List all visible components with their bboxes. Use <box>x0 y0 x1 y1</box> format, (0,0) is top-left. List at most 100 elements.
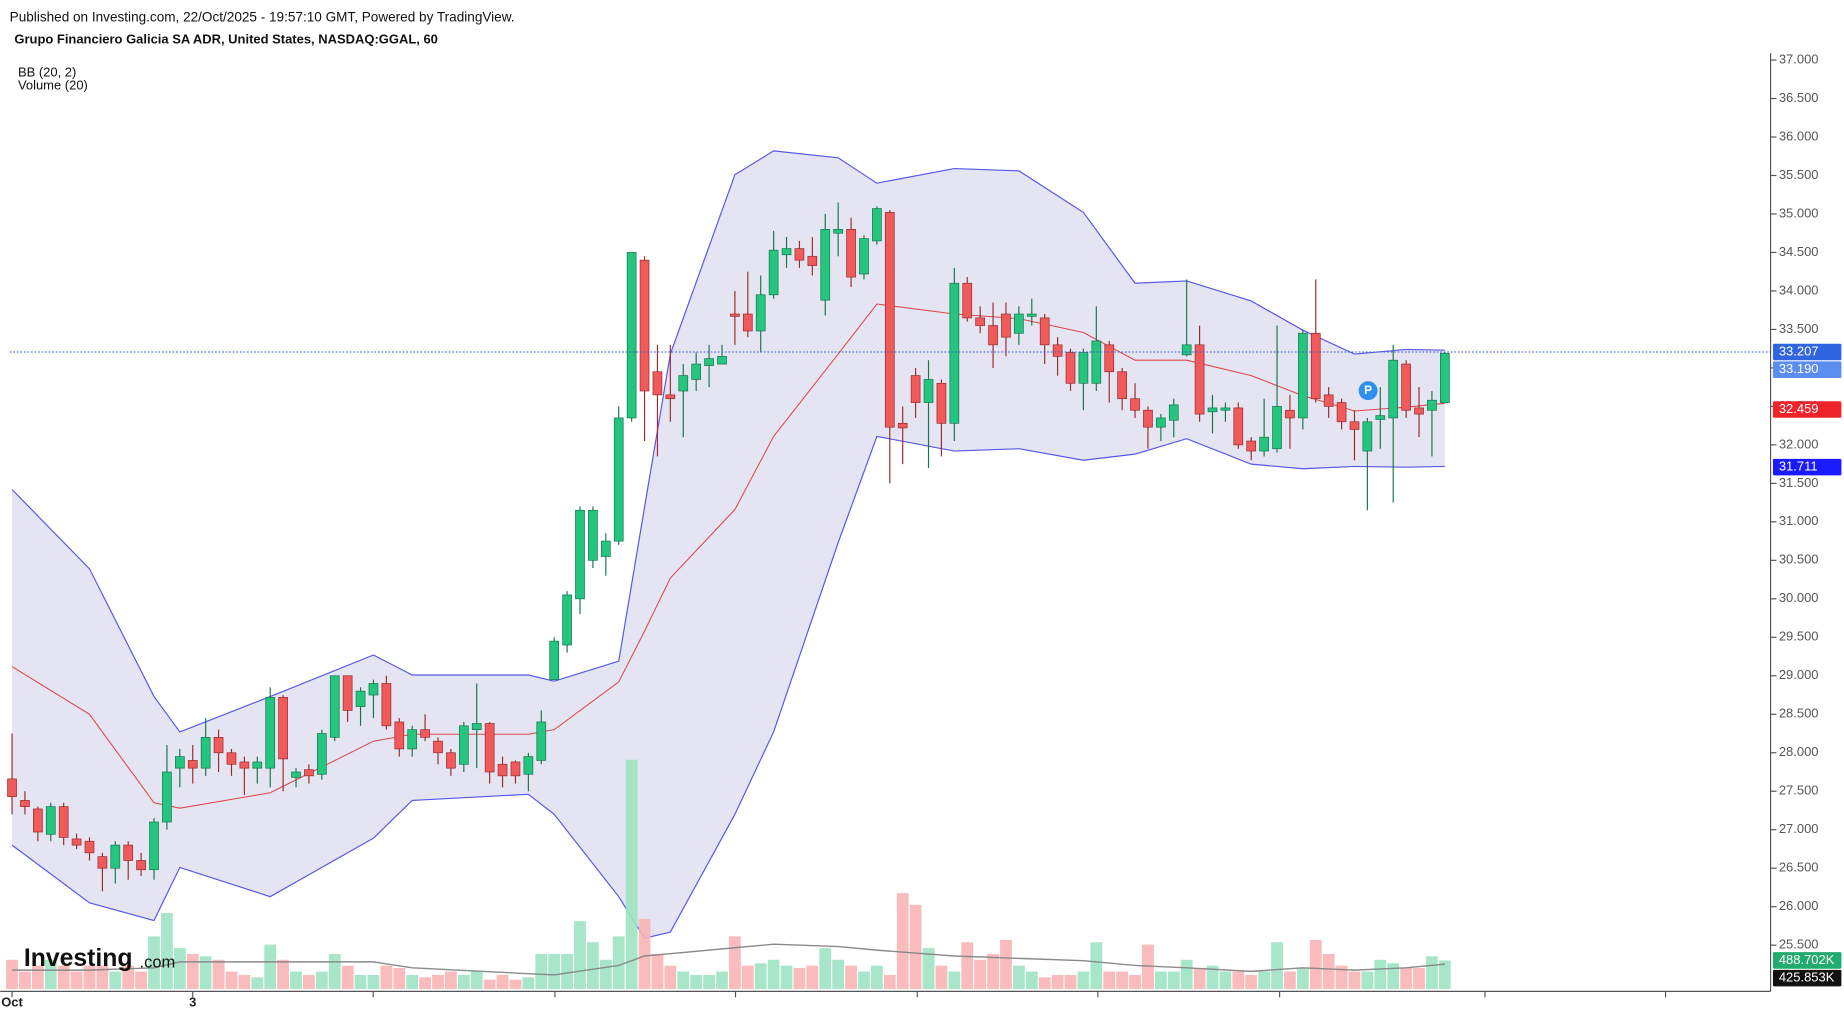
marker[interactable]: P <box>1358 381 1378 401</box>
volume-bar <box>161 912 173 990</box>
y-tick-label: 27.500 <box>1779 783 1819 798</box>
published-text: Published on Investing.com, 22/Oct/2025 … <box>10 9 515 24</box>
candle-body <box>45 806 56 835</box>
candle-body <box>755 294 766 332</box>
candle-body <box>1336 402 1347 423</box>
volume-bar <box>909 904 922 990</box>
volume-bar <box>96 965 109 990</box>
volume-bar <box>457 974 470 990</box>
axis-value-label: 32.459 <box>1779 401 1819 416</box>
candle-body <box>613 417 624 542</box>
candle-body <box>897 422 908 429</box>
candle-body <box>949 282 960 424</box>
candle-body <box>962 282 973 319</box>
y-tick-label: 32.000 <box>1779 436 1819 451</box>
bb-lower <box>11 435 1445 939</box>
y-tick-label: 29.000 <box>1779 667 1819 682</box>
volume-bar <box>1051 974 1064 990</box>
volume-bar <box>832 959 845 990</box>
candle-body <box>187 760 198 769</box>
volume-bar <box>354 974 367 990</box>
bb-band <box>12 150 1445 939</box>
volume-bar <box>1258 971 1271 990</box>
y-tick-label: 36.000 <box>1779 128 1819 143</box>
candle-body <box>484 723 495 773</box>
volume-bar <box>599 959 612 990</box>
volume-bar <box>303 974 315 990</box>
candle-body <box>1026 313 1037 317</box>
volume-bar <box>1426 956 1438 990</box>
candle-body <box>20 800 30 807</box>
candle-body <box>33 808 43 833</box>
candle-body <box>1298 332 1308 419</box>
marker-circle[interactable] <box>1358 381 1378 401</box>
candle-body <box>1091 340 1102 384</box>
volume-bar <box>19 971 31 990</box>
volume-bar <box>974 959 987 990</box>
volume-bar <box>277 959 290 990</box>
volume-bar <box>1167 971 1180 990</box>
symbol-text: Grupo Financiero Galicia SA ADR, United … <box>14 32 437 47</box>
candle-body <box>265 696 276 769</box>
candle-body <box>820 229 831 301</box>
volume-bar <box>728 936 741 990</box>
volume-bar <box>561 953 573 990</box>
candle-body <box>497 763 508 777</box>
candle-body <box>175 756 185 769</box>
volume-bar <box>754 963 767 990</box>
candle-body <box>588 509 598 561</box>
volume-bar <box>1012 965 1025 990</box>
candle-body <box>149 821 159 871</box>
candle-body <box>1285 409 1295 419</box>
candle-body <box>239 761 250 769</box>
volume-bar <box>767 959 780 990</box>
candle-body <box>1259 436 1269 452</box>
candle-body <box>600 540 611 557</box>
candle-body <box>549 640 560 680</box>
candle-body <box>704 358 714 366</box>
candle-body <box>1440 352 1450 403</box>
y-tick-label: 35.000 <box>1779 205 1819 220</box>
volume-bar <box>651 953 664 990</box>
candle-body <box>355 690 366 707</box>
candle-body <box>536 721 547 761</box>
volume-bar <box>858 971 870 990</box>
volume-bar <box>1335 965 1348 990</box>
candle-body <box>1388 359 1399 419</box>
candle-body <box>226 752 237 765</box>
y-tick-label: 28.500 <box>1779 706 1819 721</box>
volume-bar <box>1361 971 1374 990</box>
candle-body <box>123 844 134 861</box>
volume-bar <box>935 965 948 990</box>
volume-bar <box>1064 974 1077 990</box>
volume-bar <box>612 936 625 990</box>
candle-body <box>446 752 456 769</box>
volume-ma <box>12 943 1445 976</box>
candle-body <box>162 771 172 823</box>
volume-bar <box>1180 959 1193 990</box>
candle-body <box>1349 421 1360 430</box>
candle-body <box>1233 407 1244 446</box>
volume-bar <box>315 971 328 990</box>
marker-text[interactable]: P <box>1364 383 1372 397</box>
volume-bar <box>638 918 651 990</box>
axis-value-label: 33.207 <box>1779 343 1819 358</box>
candle-body <box>394 721 405 750</box>
candle-body <box>510 761 521 777</box>
axis-value-box <box>1772 343 1842 361</box>
candle-body <box>433 740 443 754</box>
volume-bar <box>1387 963 1400 990</box>
candle-body <box>1194 344 1205 415</box>
candle-body <box>1052 344 1063 357</box>
volume-bar <box>380 965 393 990</box>
y-tick-label: 25.500 <box>1779 937 1819 952</box>
candle-body <box>342 675 353 711</box>
volume-bar <box>664 965 677 990</box>
volume-bar <box>367 974 380 990</box>
y-tick-label: 26.500 <box>1779 860 1819 875</box>
candle-body <box>768 249 779 296</box>
candle-body <box>97 856 108 869</box>
candle-body <box>859 238 869 275</box>
volume-bar <box>1219 971 1232 990</box>
